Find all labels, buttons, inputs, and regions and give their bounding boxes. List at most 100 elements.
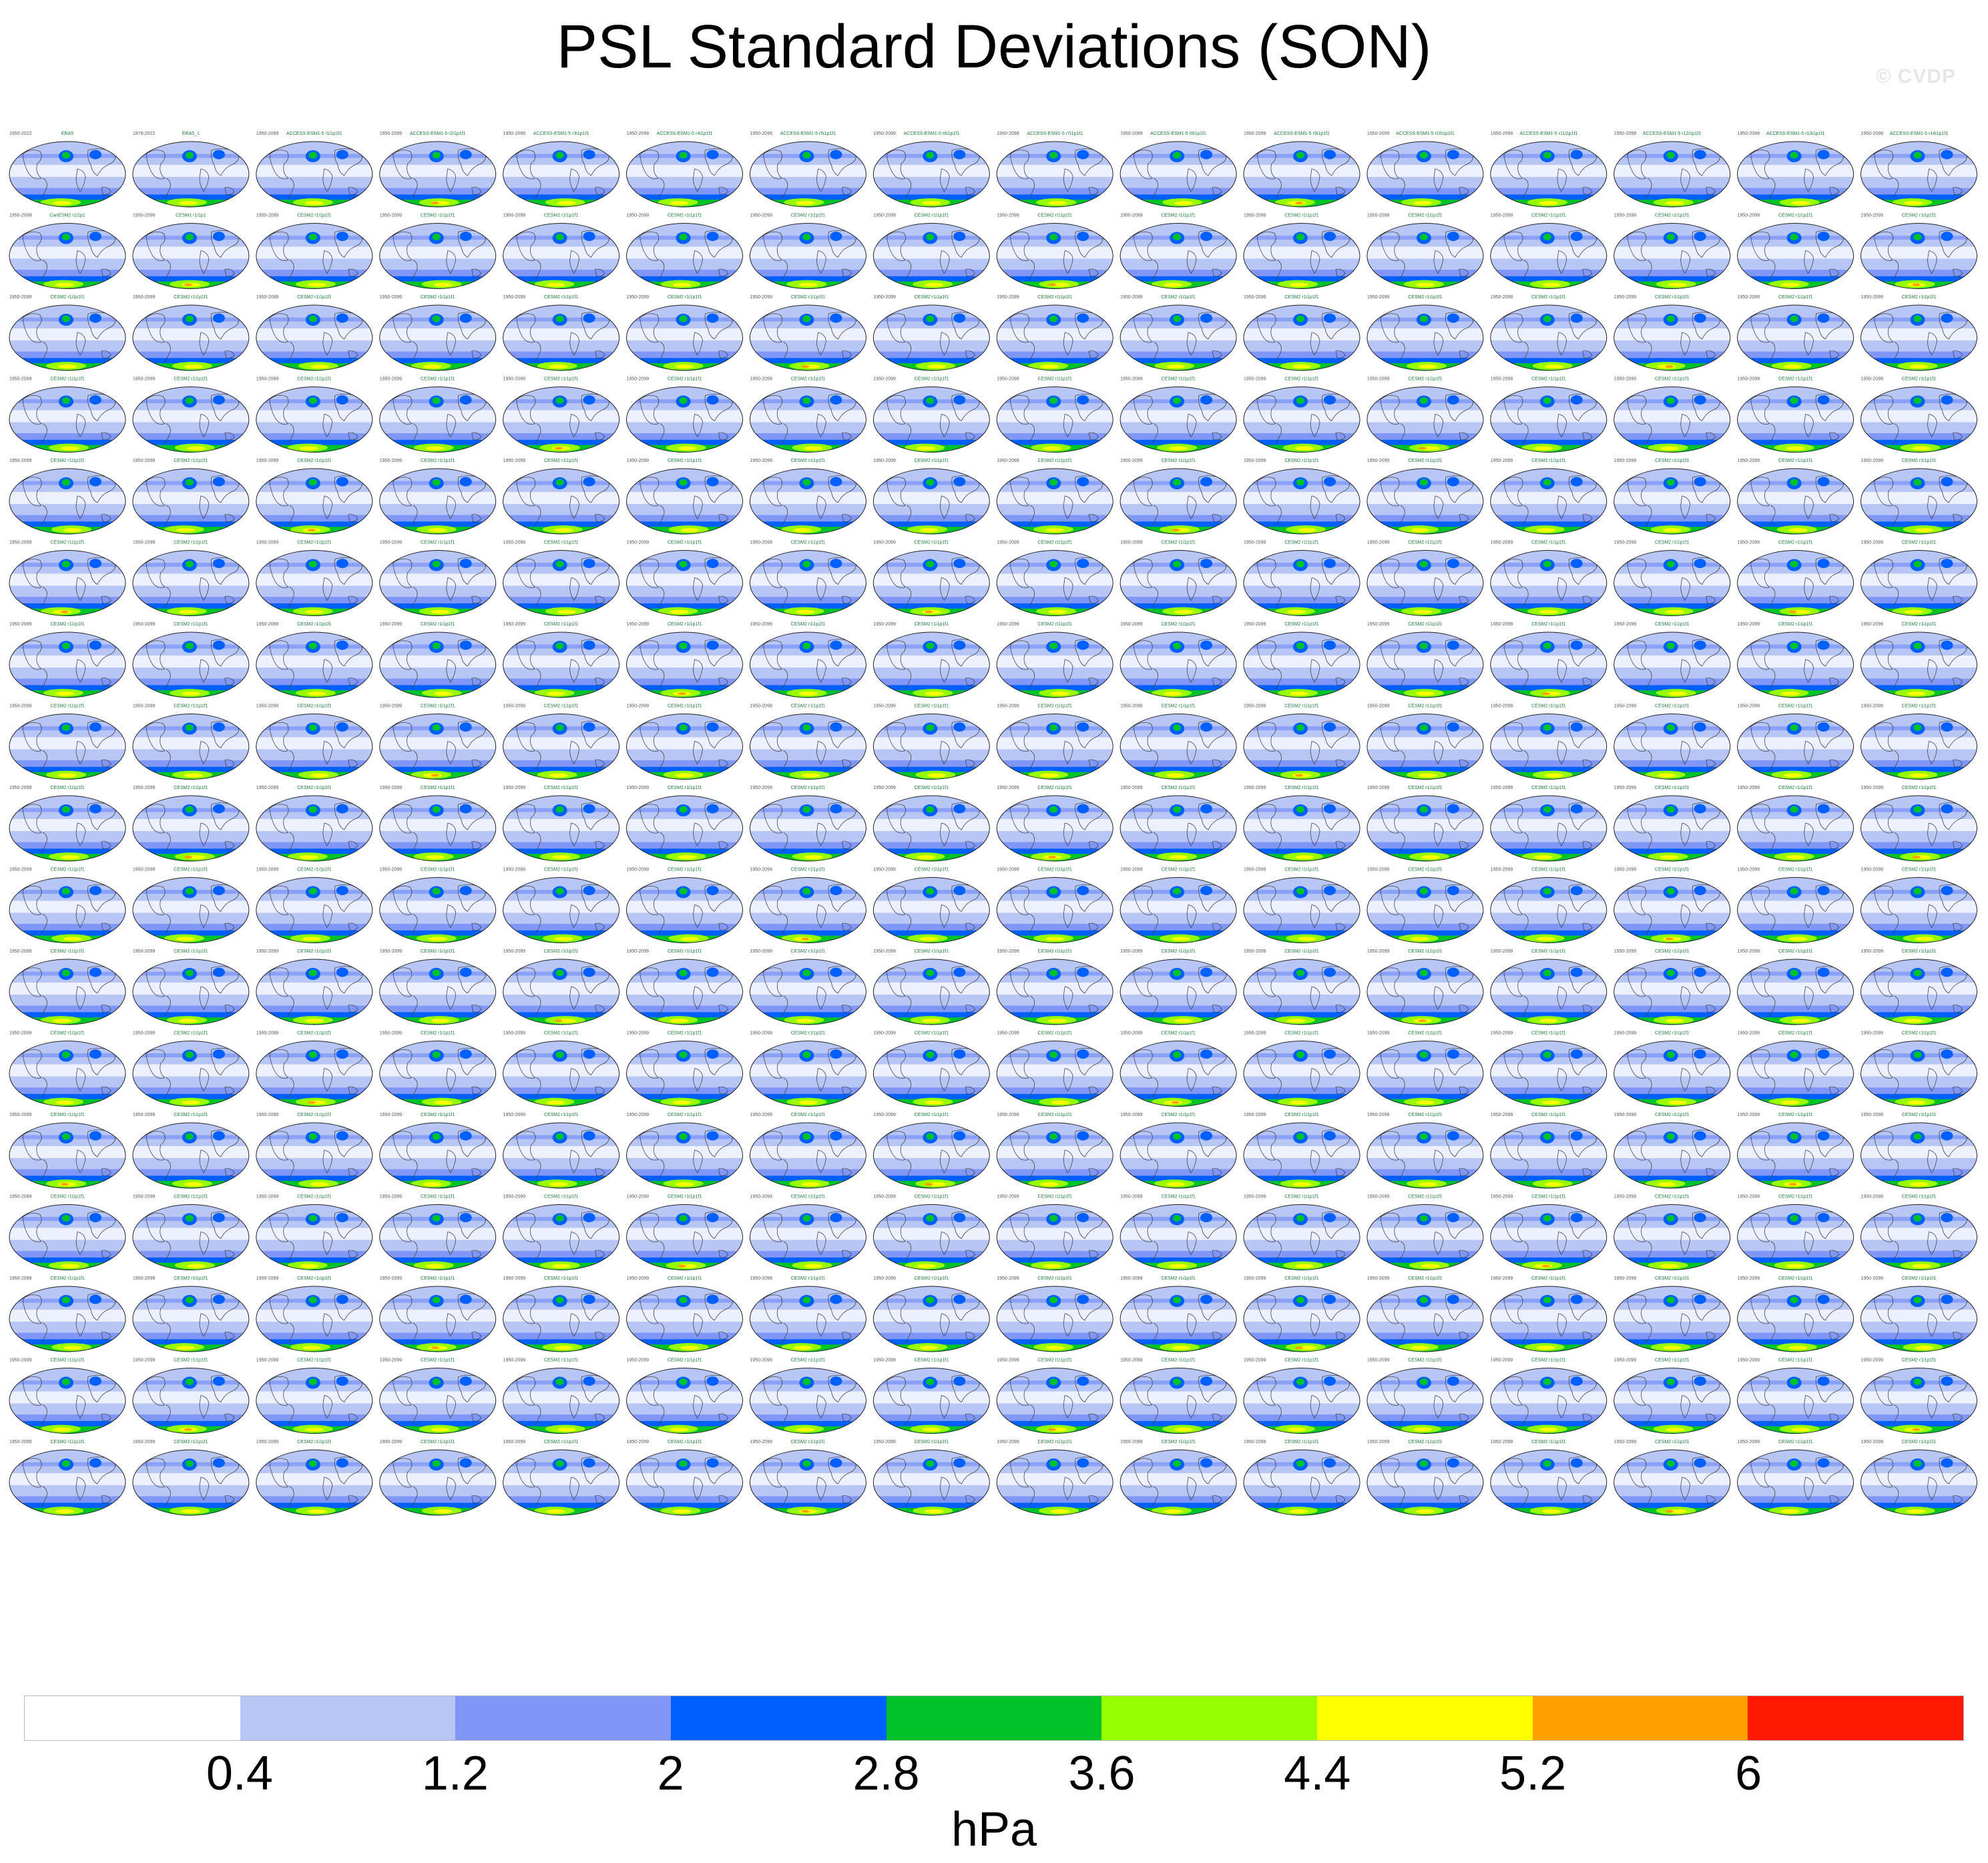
field-band-sh1: [1860, 515, 1977, 522]
map-frame: [626, 386, 743, 453]
continent-outline: [1503, 885, 1523, 916]
continent-outline: [199, 1395, 210, 1419]
map-panel: 1950-2099 CESM2 r1i1p1f1: [996, 1358, 1113, 1434]
field-band-sh2: [379, 1257, 496, 1264]
continent-outline: [1433, 168, 1444, 192]
panel-period-label: 1950-2099: [750, 786, 772, 790]
field-natl: [459, 967, 472, 977]
field-natl: [1570, 477, 1583, 487]
continent-outline: [348, 187, 358, 195]
panel-period-label: 1950-2099: [750, 1195, 772, 1200]
continent-outline: [939, 577, 950, 601]
panel-title-label: CESM2 r1i1p1f1: [544, 1358, 578, 1363]
field-tropics: [873, 1310, 990, 1322]
map-panel: 1950-2099 CESM2 r1i1p1f1: [749, 786, 866, 862]
map-frame: [626, 468, 743, 535]
field-tropics: [750, 983, 866, 995]
field-band-sh2: [132, 685, 249, 692]
field-natl: [459, 232, 472, 242]
field-natl: [830, 477, 842, 487]
field-natl: [89, 395, 101, 405]
field-band-sh1: [1490, 760, 1607, 768]
field-npac-core: [62, 152, 70, 159]
continent-outline: [1256, 885, 1276, 916]
field-npac-core: [62, 315, 70, 322]
continent-outline: [164, 1404, 171, 1425]
map-frame: [9, 386, 126, 453]
field-band-sh1: [873, 1332, 990, 1340]
field-npac-core: [1913, 1215, 1922, 1222]
panel-period-label: 1950-2099: [1738, 1195, 1760, 1200]
field-band-sh2: [379, 1093, 496, 1100]
field-peak-sh: [1051, 692, 1070, 696]
field-npac-core: [1173, 724, 1182, 732]
continent-outline: [535, 1404, 541, 1425]
field-band-sh2: [9, 1012, 126, 1019]
continent-outline: [1433, 741, 1444, 765]
panel-title-label: CESM2 r1i1p1f1: [915, 622, 949, 627]
field-band-sh1: [1490, 924, 1607, 931]
panel-title-label: CESM2 r1i1p1f1: [297, 1113, 331, 1117]
field-band-sh2: [1613, 276, 1730, 282]
map-frame: [1613, 386, 1731, 453]
panel-period-label: 1950-2099: [1367, 868, 1390, 872]
panel-title-label: CESM2 r1i1p1f1: [1531, 459, 1565, 463]
field-natl: [89, 1376, 101, 1386]
field-peak-sh: [186, 446, 206, 451]
field-npac-core: [432, 561, 441, 568]
field-npac-core: [432, 724, 441, 732]
panel-period-label: 1950-2099: [627, 131, 650, 136]
continent-outline: [1893, 587, 1899, 607]
continent-outline: [164, 1241, 171, 1262]
continent-outline: [411, 914, 418, 935]
map-panel: 1950-2099 CESM2 r1i1p1f1: [996, 704, 1113, 780]
continent-outline: [1459, 514, 1469, 522]
field-natl: [1200, 1213, 1213, 1223]
map-frame: [9, 714, 126, 780]
map-frame: [873, 631, 990, 698]
map-frame: [256, 1122, 373, 1189]
field-npac-core: [1296, 315, 1304, 322]
panel-title-label: CESM2 r1i1p1f1: [668, 949, 702, 954]
continent-outline: [22, 885, 42, 916]
map-panel: 1950-2099 CESM2 r1i1p1f1: [626, 1113, 743, 1189]
map-frame: [996, 631, 1113, 698]
field-tropics: [1244, 573, 1360, 586]
map-panel: 1950-2099 CESM2 r1i1p1f1: [1490, 949, 1607, 1025]
field-npac-core: [1543, 479, 1551, 486]
field-band-sh1: [132, 924, 249, 931]
map-panel: 1950-2099 CESM2 r1i1p1f1: [996, 622, 1113, 698]
continent-outline: [446, 1232, 457, 1256]
field-band-sh1: [750, 1087, 866, 1095]
map-frame: [1860, 468, 1977, 535]
field-peak-sh: [433, 282, 453, 287]
panel-period-label: 1950-2099: [627, 295, 650, 300]
continent-outline: [146, 885, 166, 916]
continent-outline: [199, 250, 210, 274]
continent-outline: [1380, 1294, 1400, 1324]
map-panel: 1950-2099 ACCESS-ESM1-5 r13i1p1f1: [1737, 131, 1854, 208]
continent-outline: [1953, 922, 1963, 931]
panel-period-label: 1950-2099: [380, 949, 403, 954]
map-frame: [873, 468, 990, 535]
field-tropics: [256, 573, 372, 586]
field-band-sh1: [750, 597, 866, 604]
field-band-sh1: [1120, 351, 1237, 358]
field-band-sh1: [1737, 760, 1854, 768]
continent-outline: [1582, 432, 1593, 441]
field-peak-sh: [55, 282, 74, 287]
field-peak-sh: [678, 855, 697, 860]
field-npac-core: [555, 1051, 564, 1059]
continent-outline: [288, 1159, 294, 1180]
map-panel: 1950-2099 CESM2 r1i1p1f1: [503, 704, 620, 780]
field-band-sh1: [1120, 1251, 1237, 1258]
map-panel: 1950-2099 CESM2 r1i1p1f1: [996, 1031, 1113, 1107]
map-panel: 1950-2099 CESM2 r1i1p1f1: [132, 1195, 250, 1270]
field-npac-core: [308, 397, 317, 405]
panel-title-label: CESM2 r1i1p1f1: [50, 1358, 84, 1363]
field-band-sh2: [256, 1093, 372, 1100]
panel-title-label: CESM2 r1i1p1f1: [1408, 295, 1442, 300]
field-npac-core: [1913, 561, 1922, 568]
continent-outline: [640, 1212, 660, 1243]
map-frame: [1737, 550, 1854, 616]
